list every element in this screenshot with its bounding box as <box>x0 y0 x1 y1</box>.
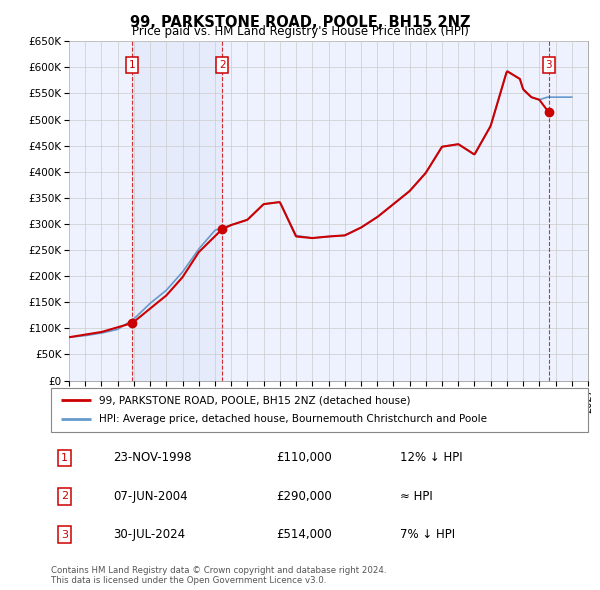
Text: ≈ HPI: ≈ HPI <box>400 490 433 503</box>
Text: 30-JUL-2024: 30-JUL-2024 <box>113 528 185 541</box>
Text: HPI: Average price, detached house, Bournemouth Christchurch and Poole: HPI: Average price, detached house, Bour… <box>100 415 487 424</box>
Text: 99, PARKSTONE ROAD, POOLE, BH15 2NZ (detached house): 99, PARKSTONE ROAD, POOLE, BH15 2NZ (det… <box>100 395 411 405</box>
Text: 2: 2 <box>61 491 68 501</box>
Text: 3: 3 <box>61 530 68 539</box>
Bar <box>132 41 222 381</box>
Text: Contains HM Land Registry data © Crown copyright and database right 2024.
This d: Contains HM Land Registry data © Crown c… <box>51 566 386 585</box>
Text: 23-NOV-1998: 23-NOV-1998 <box>113 451 191 464</box>
Text: £290,000: £290,000 <box>277 490 332 503</box>
Text: 1: 1 <box>61 453 68 463</box>
Text: £110,000: £110,000 <box>277 451 332 464</box>
Text: £514,000: £514,000 <box>277 528 332 541</box>
Text: 1: 1 <box>129 60 136 70</box>
Text: 2: 2 <box>219 60 226 70</box>
Text: 07-JUN-2004: 07-JUN-2004 <box>113 490 187 503</box>
Text: 3: 3 <box>545 60 552 70</box>
Text: 99, PARKSTONE ROAD, POOLE, BH15 2NZ: 99, PARKSTONE ROAD, POOLE, BH15 2NZ <box>130 15 470 30</box>
Text: 7% ↓ HPI: 7% ↓ HPI <box>400 528 455 541</box>
Text: 12% ↓ HPI: 12% ↓ HPI <box>400 451 463 464</box>
Text: Price paid vs. HM Land Registry's House Price Index (HPI): Price paid vs. HM Land Registry's House … <box>131 25 469 38</box>
